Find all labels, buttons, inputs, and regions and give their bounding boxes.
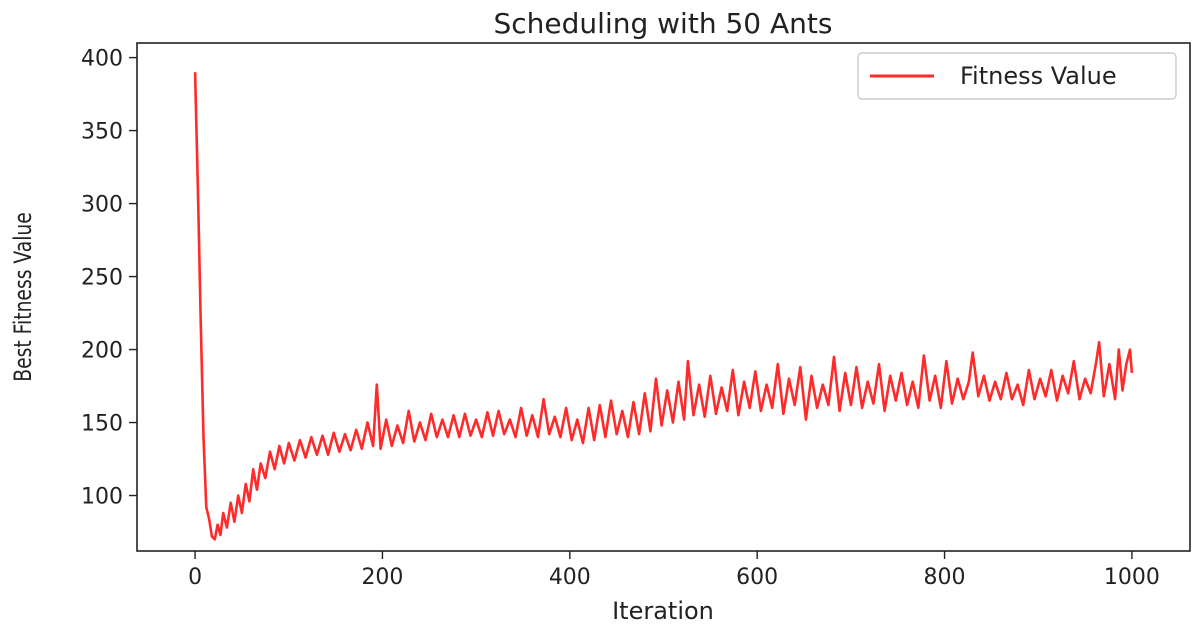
y-axis-label: Best Fitness Value [10, 212, 38, 382]
y-tick-label: 200 [81, 339, 123, 364]
x-tick-label: 0 [188, 565, 202, 590]
plot-frame [136, 42, 1191, 552]
legend-label: Fitness Value [960, 62, 1117, 90]
y-tick-label: 100 [81, 485, 123, 510]
y-tick-label: 350 [81, 120, 123, 145]
x-tick-label: 1000 [1104, 565, 1160, 590]
series-line-fitness-value [193, 72, 1134, 541]
x-tick-label: 800 [924, 565, 966, 590]
x-tick-label: 400 [549, 565, 591, 590]
chart-legend: Fitness Value [857, 52, 1177, 100]
series-layer [193, 72, 1134, 541]
y-tick-label: 300 [81, 193, 123, 218]
x-axis-label: Iteration [612, 597, 714, 625]
chart-title: Scheduling with 50 Ants [494, 7, 833, 40]
y-axis-ticks: 100 150 200 250 300 350 400 [81, 47, 137, 510]
x-tick-label: 200 [361, 565, 403, 590]
y-tick-label: 150 [81, 412, 123, 437]
legend-box [857, 52, 1177, 100]
y-tick-label: 250 [81, 266, 123, 291]
x-tick-label: 600 [736, 565, 778, 590]
x-axis-ticks: 0 200 400 600 800 1000 [188, 551, 1160, 590]
y-tick-label: 400 [81, 47, 123, 72]
